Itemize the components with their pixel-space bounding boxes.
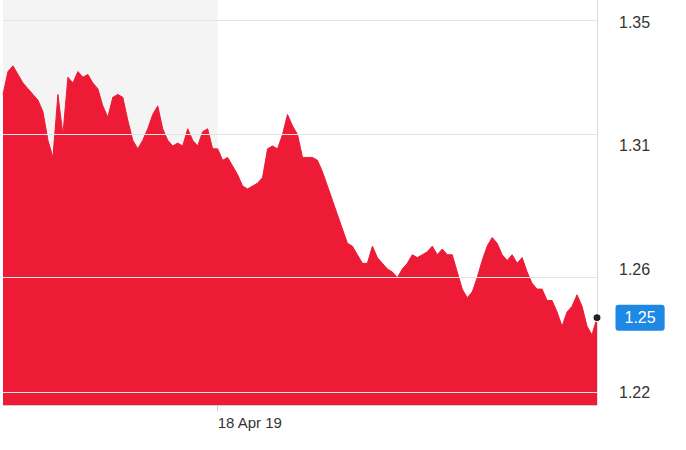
svg-text:1.35: 1.35 (619, 14, 650, 31)
svg-text:1.22: 1.22 (619, 384, 650, 401)
svg-text:18 Apr 19: 18 Apr 19 (218, 414, 282, 431)
svg-text:1.31: 1.31 (619, 137, 650, 154)
svg-text:1.26: 1.26 (619, 261, 650, 278)
svg-text:1.25: 1.25 (625, 309, 656, 326)
